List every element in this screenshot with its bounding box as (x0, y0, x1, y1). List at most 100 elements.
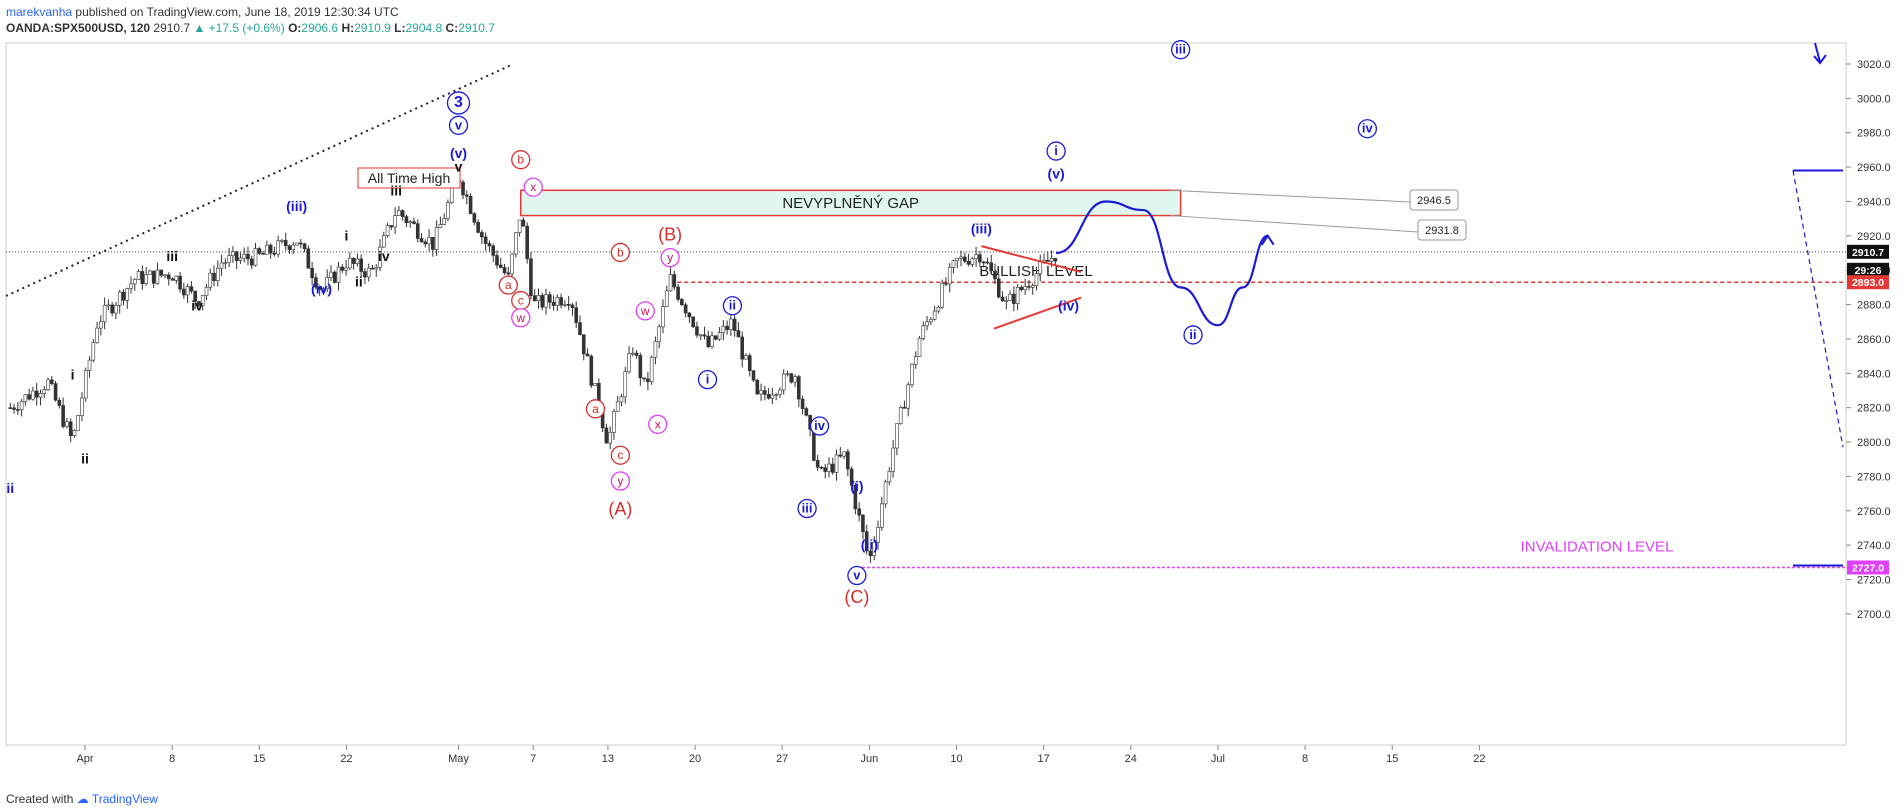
candle-body (415, 223, 420, 239)
wave-label: 3 (454, 94, 463, 111)
wave-circle (610, 445, 630, 465)
candle-body (329, 271, 333, 278)
candle-body (619, 396, 624, 403)
x-tick-label: 20 (689, 753, 701, 765)
wave-label: (v) (450, 145, 467, 161)
candle-body (932, 310, 937, 320)
wave-label: iv (1362, 121, 1374, 136)
candle-body (155, 269, 160, 284)
candle-body (280, 240, 284, 242)
candle-body (815, 460, 820, 468)
wave-circle (523, 177, 543, 197)
candle-body (615, 401, 620, 412)
wave-label: (iii) (286, 198, 307, 214)
candle-body (872, 541, 877, 557)
y-tick-label: 2760.0 (1857, 506, 1891, 518)
candle-body (427, 237, 431, 245)
wave-label: ii (6, 480, 14, 496)
candle-body (589, 355, 594, 386)
candle-body (751, 370, 756, 381)
wave-label: v (455, 117, 463, 132)
candle-body (570, 304, 575, 308)
candle-body (412, 221, 416, 224)
candle-body (114, 305, 118, 314)
candle-body (846, 451, 850, 470)
candle-body (529, 258, 533, 296)
wave-label: i (71, 366, 75, 382)
candle-body (630, 352, 635, 355)
price-axis[interactable]: 3020.03000.02980.02960.02940.02920.02900… (1846, 59, 1891, 621)
candle-body (348, 257, 352, 269)
candle-body (8, 407, 13, 409)
author-link[interactable]: marekvanha (6, 5, 73, 19)
wave-circle (797, 498, 817, 519)
candle-body (1015, 287, 1020, 304)
gap-label: NEVYPLNĚNÝ GAP (782, 195, 919, 212)
wave-circle (610, 242, 630, 263)
x-tick-label: 10 (950, 753, 962, 765)
candle-body (955, 258, 960, 262)
wave-circle (722, 296, 743, 316)
price-tag-box (1847, 244, 1889, 259)
candle-body (332, 271, 337, 283)
tradingview-logo[interactable]: ☁ TradingView (76, 792, 158, 806)
price-tag-box (1847, 560, 1889, 575)
candle-body (140, 271, 145, 284)
candle-body (291, 244, 296, 251)
y-tick-label: 2840.0 (1857, 368, 1891, 380)
wave-label: x (655, 417, 661, 431)
candle-body (351, 257, 356, 264)
candle-body (163, 274, 167, 277)
candle-body (902, 407, 907, 409)
candle-body (970, 258, 975, 265)
wave-label: a (592, 402, 599, 416)
wave-label: v (455, 159, 463, 175)
candle-body (627, 353, 631, 373)
x-tick-label: Jun (860, 753, 878, 765)
candle-body (246, 253, 250, 260)
wave-circle (660, 247, 680, 268)
wave-label: iv (378, 248, 390, 264)
candle-body (268, 244, 273, 254)
candle-body (487, 243, 492, 247)
time-axis[interactable]: Apr 8 15 22 May 7 13 20 27 Jun 10 17 24 Jul 8 15 22 (76, 745, 1486, 765)
candle-body (506, 272, 511, 275)
candle-body (276, 240, 280, 255)
candle-body (657, 326, 662, 342)
candle-body (838, 454, 843, 457)
x-tick-label: 15 (1386, 753, 1398, 765)
price-tag-text: 2910.7 (1852, 247, 1884, 259)
candle-body (1038, 261, 1043, 275)
candle-body (231, 251, 235, 256)
y-tick-label: 2980.0 (1857, 128, 1891, 140)
ath-label-box (357, 167, 461, 189)
triangle-upper-line (981, 245, 1082, 273)
candle-body (117, 291, 122, 306)
open-label: O: (288, 21, 302, 35)
candle-body (861, 514, 865, 532)
wave-circle (847, 565, 867, 586)
candle-body (1004, 300, 1009, 302)
candle-body (974, 254, 978, 260)
candle-body (883, 481, 888, 505)
y-tick-label: 2860.0 (1857, 334, 1891, 346)
y-tick-label: 2960.0 (1857, 162, 1891, 174)
candle-body (736, 330, 741, 338)
wave-label: iv (191, 298, 203, 314)
y-tick-label: 2720.0 (1857, 575, 1891, 587)
candle-body (1023, 286, 1027, 290)
wave-circle (448, 115, 469, 135)
candle-body (766, 394, 771, 399)
wave-circle (610, 471, 630, 491)
wave-label: (iv) (311, 281, 332, 297)
candle-body (216, 267, 220, 282)
candle-body (759, 390, 763, 395)
candle-body (193, 290, 197, 302)
candle-body (76, 415, 81, 431)
candle-body (38, 393, 43, 398)
candle-body (178, 275, 182, 290)
candle-body (717, 332, 722, 340)
candle-body (49, 379, 54, 384)
candle-body (732, 318, 737, 331)
